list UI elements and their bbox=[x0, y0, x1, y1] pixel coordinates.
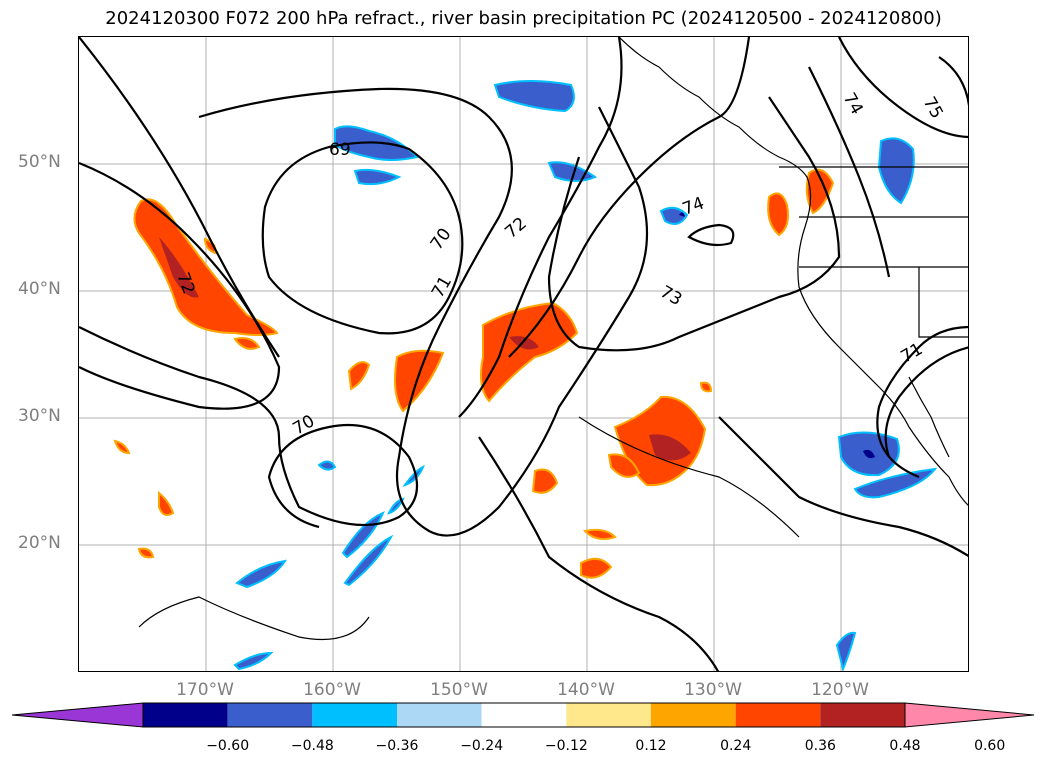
colorbar-cell bbox=[566, 703, 651, 727]
contour-label-70a: 70 bbox=[427, 225, 456, 254]
contour-label-72a: 72 bbox=[501, 214, 530, 243]
refractivity-contours bbox=[79, 37, 968, 671]
positive-precip-areas bbox=[113, 168, 835, 579]
colorbar-cell bbox=[735, 703, 821, 727]
colorbar bbox=[11, 702, 1035, 728]
contour-label-70b: 70 bbox=[290, 411, 319, 439]
colorbar-cell bbox=[143, 703, 228, 727]
contour-label-group: 69 70 70 71 72 72 73 74 74 75 71 bbox=[172, 90, 947, 440]
colorbar-cells bbox=[11, 702, 1035, 728]
colorbar-cell bbox=[651, 703, 736, 727]
colorbar-cell bbox=[397, 703, 482, 727]
colorbar-cell bbox=[481, 703, 567, 727]
colorbar-cell bbox=[227, 703, 313, 727]
colorbar-tick-label: −0.48 bbox=[290, 738, 334, 754]
colorbar-tick-label: 0.48 bbox=[889, 738, 921, 754]
colorbar-tick-label: −0.36 bbox=[375, 738, 419, 754]
lat-label-20n: 20°N bbox=[18, 533, 61, 553]
contour-label-71: 71 bbox=[428, 273, 456, 302]
lat-label-30n: 30°N bbox=[18, 406, 61, 426]
contour-label-69: 69 bbox=[329, 140, 351, 160]
lon-label-150w: 150°W bbox=[430, 680, 488, 700]
colorbar-cell bbox=[820, 703, 905, 727]
lat-label-40n: 40°N bbox=[18, 279, 61, 299]
contour-label-74b: 74 bbox=[839, 90, 867, 119]
gridlines bbox=[79, 37, 968, 671]
contour-label-73: 73 bbox=[657, 282, 686, 310]
colorbar-tick-label: 0.60 bbox=[974, 738, 1006, 754]
colorbar-cell bbox=[312, 703, 397, 727]
lon-label-120w: 120°W bbox=[811, 680, 869, 700]
colorbar-tick-label: 0.24 bbox=[720, 738, 752, 754]
lon-label-160w: 160°W bbox=[303, 680, 361, 700]
map-panel: 69 70 70 71 72 72 73 74 74 75 71 bbox=[78, 36, 969, 672]
lon-label-130w: 130°W bbox=[684, 680, 742, 700]
coastlines bbox=[138, 37, 968, 641]
colorbar-tick-label: −0.60 bbox=[206, 738, 250, 754]
colorbar-extend-high bbox=[904, 702, 1035, 728]
chart-title: 2024120300 F072 200 hPa refract., river … bbox=[105, 8, 942, 29]
colorbar-tick-label: −0.24 bbox=[460, 738, 504, 754]
contour-label-75: 75 bbox=[919, 94, 947, 123]
colorbar-tick-label: −0.12 bbox=[544, 738, 588, 754]
lon-label-170w: 170°W bbox=[176, 680, 234, 700]
colorbar-extend-low bbox=[11, 702, 144, 728]
colorbar-tick-label: 0.36 bbox=[804, 738, 836, 754]
colorbar-tick-label: 0.12 bbox=[635, 738, 667, 754]
negative-precip-areas bbox=[233, 80, 938, 671]
lat-label-50n: 50°N bbox=[18, 152, 61, 172]
lon-label-140w: 140°W bbox=[557, 680, 615, 700]
map-canvas: 69 70 70 71 72 72 73 74 74 75 71 bbox=[79, 37, 968, 671]
